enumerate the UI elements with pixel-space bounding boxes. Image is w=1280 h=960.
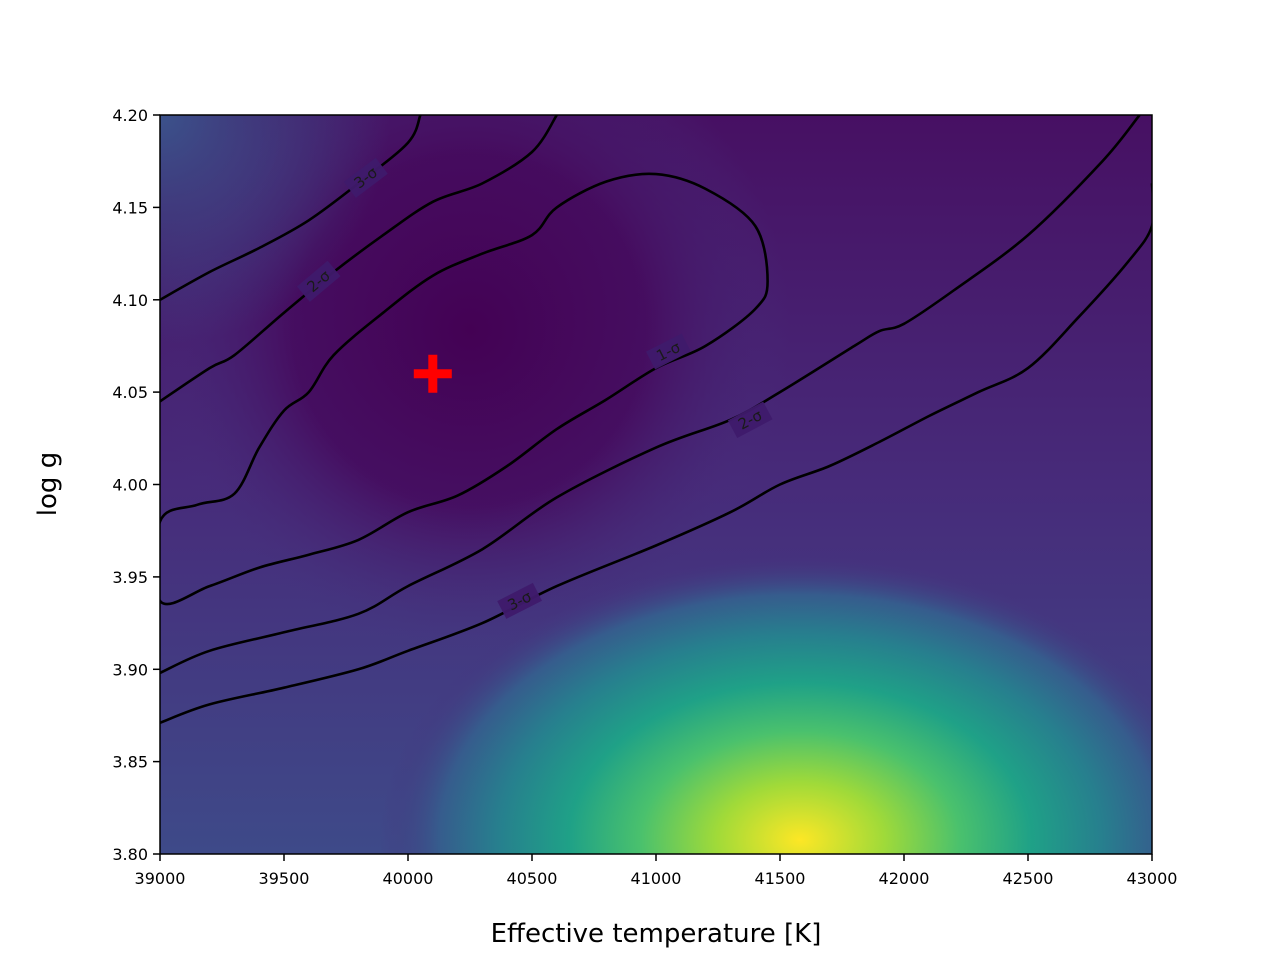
contour-label-3-sigma-2-gap bbox=[497, 582, 542, 619]
heatmap: 1-σ2-σ2-σ3-σ3-σ bbox=[160, 115, 1152, 854]
heatmap-bottom-region bbox=[160, 115, 1152, 854]
x-axis-ticks: 39000 39500 40000 40500 41000 41500 42000 42500… bbox=[135, 854, 1178, 888]
y-tick-label: 4.15 bbox=[112, 198, 148, 217]
y-tick-label: 4.00 bbox=[112, 476, 148, 495]
contour-lines bbox=[160, 115, 1152, 725]
y-axis-title: log g bbox=[33, 452, 63, 516]
x-tick-label: 43000 bbox=[1127, 869, 1178, 888]
x-tick-label: 41500 bbox=[755, 869, 806, 888]
x-tick-label: 39500 bbox=[259, 869, 310, 888]
contour-label-2-sigma-1-gap bbox=[296, 260, 341, 302]
y-tick-label: 4.05 bbox=[112, 383, 148, 402]
contour-2-sigma-upper bbox=[160, 115, 558, 403]
contour-1-sigma bbox=[160, 172, 769, 606]
y-tick-label: 3.95 bbox=[112, 568, 148, 587]
x-tick-label: 40000 bbox=[383, 869, 434, 888]
y-tick-label: 3.80 bbox=[112, 845, 148, 864]
x-axis-title: Effective temperature [K] bbox=[491, 919, 822, 949]
best-fit-marker bbox=[413, 354, 452, 393]
contour-3-sigma-lower bbox=[160, 183, 1152, 725]
contour-label-2-sigma-2-gap bbox=[727, 401, 773, 439]
x-tick-label: 39000 bbox=[135, 869, 186, 888]
y-tick-label: 3.90 bbox=[112, 660, 148, 679]
y-tick-label: 4.20 bbox=[112, 106, 148, 125]
x-tick-label: 42000 bbox=[879, 869, 930, 888]
x-tick-label: 40500 bbox=[507, 869, 558, 888]
x-tick-label: 42500 bbox=[1003, 869, 1054, 888]
x-tick-label: 41000 bbox=[631, 869, 682, 888]
contour-label-1-sigma-gap bbox=[646, 333, 691, 370]
contour-3-sigma-upper bbox=[160, 115, 422, 301]
contour-2-sigma-lower bbox=[160, 115, 1141, 675]
contour-label-3-sigma-1-gap bbox=[343, 157, 388, 198]
y-axis-ticks: 3.80 3.85 3.90 3.95 4.00 4.05 4.10 4.15 4.20 bbox=[112, 106, 160, 864]
y-tick-label: 4.10 bbox=[112, 291, 148, 310]
y-tick-label: 3.85 bbox=[112, 753, 148, 772]
